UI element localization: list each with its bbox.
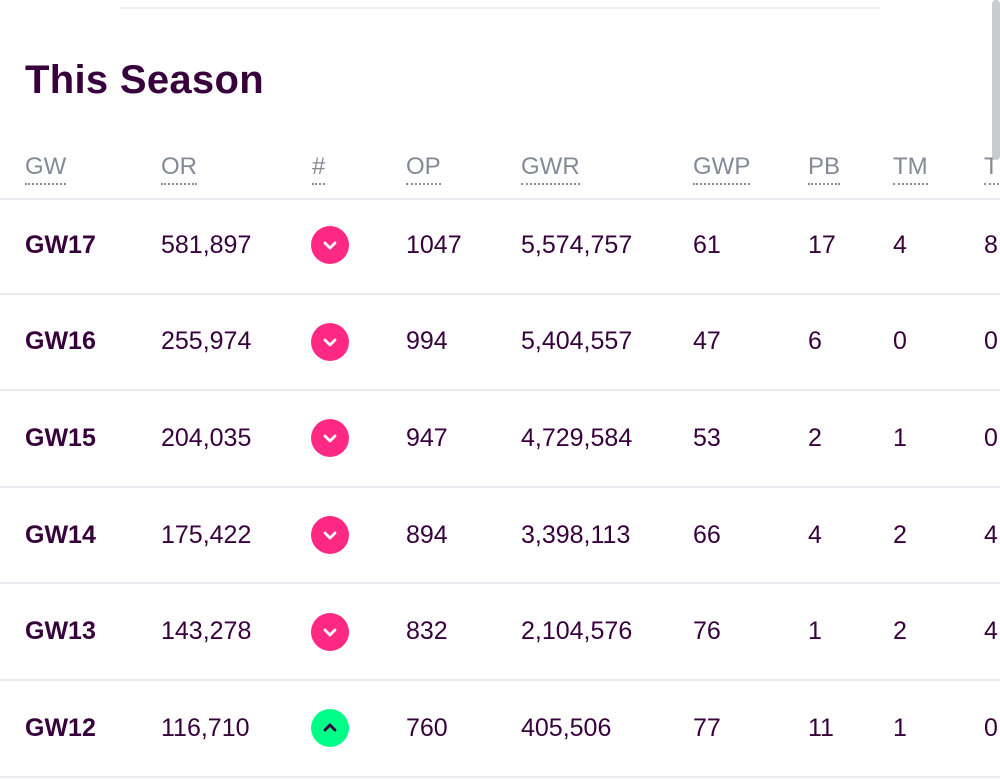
table-row: GW16 255,974 994 5,404,557 47 6 0 0: [0, 295, 1000, 392]
cell-tm: 2: [893, 520, 907, 549]
column-header-gwp[interactable]: GWP: [693, 140, 751, 202]
cell-op: 832: [406, 617, 448, 646]
chevron-down-icon: [311, 226, 349, 265]
column-header-gw[interactable]: GW: [25, 140, 67, 202]
cell-gwp: 47: [693, 327, 721, 356]
cell-pb: 2: [808, 423, 822, 452]
page-title: This Season: [25, 58, 264, 102]
cell-pb: 6: [808, 327, 822, 356]
cell-tc: 0: [984, 423, 998, 452]
table-row: GW14 175,422 894 3,398,113 66 4 2 4: [0, 488, 1000, 585]
rank-movement: [311, 295, 349, 390]
cell-pb: 17: [808, 230, 836, 259]
rank-movement: [311, 488, 349, 583]
cell-gwp: 77: [693, 713, 721, 742]
cell-gwp: 53: [693, 423, 721, 452]
cell-tm: 2: [893, 617, 907, 646]
cell-tm: 0: [893, 327, 907, 356]
cell-gw: GW12: [25, 713, 96, 742]
cell-pb: 4: [808, 520, 822, 549]
cell-tm: 1: [893, 713, 907, 742]
cell-or: 143,278: [161, 617, 252, 646]
cell-op: 947: [406, 423, 448, 452]
rank-movement: [311, 681, 349, 776]
cell-pb: 1: [808, 617, 822, 646]
cell-gwr: 3,398,113: [521, 520, 631, 549]
cell-tc: 0: [984, 713, 998, 742]
cell-tc: 4: [984, 617, 998, 646]
cell-gwp: 76: [693, 617, 721, 646]
chevron-down-icon: [311, 419, 349, 458]
table-row: GW12 116,710 760 405,506 77 11 1 0: [0, 681, 1000, 778]
cell-pb: 11: [808, 713, 834, 742]
cell-gw: GW16: [25, 327, 96, 356]
top-divider: [120, 7, 880, 9]
cell-op: 760: [406, 713, 448, 742]
cell-or: 255,974: [161, 327, 252, 356]
cell-or: 175,422: [161, 520, 252, 549]
cell-gw: GW15: [25, 423, 96, 452]
cell-gwp: 66: [693, 520, 721, 549]
cell-op: 994: [406, 327, 448, 356]
cell-op: 1047: [406, 230, 462, 259]
cell-tc: 8: [984, 230, 998, 259]
cell-tm: 1: [893, 423, 907, 452]
cell-tc: 4: [984, 520, 998, 549]
chevron-up-icon: [311, 709, 349, 748]
column-header-movement[interactable]: #: [312, 140, 326, 202]
table-row: GW17 581,897 1047 5,574,757 61 17 4 8: [0, 198, 1000, 295]
rank-movement: [311, 198, 349, 293]
chevron-down-icon: [311, 612, 349, 651]
season-history-table: GW OR # OP GWR GWP PB TM T GW17 581,897 10…: [0, 140, 1000, 779]
cell-gwr: 2,104,576: [521, 617, 633, 646]
table-header-row: GW OR # OP GWR GWP PB TM T: [0, 140, 1000, 200]
table-row: GW13 143,278 832 2,104,576 76 1 2 4: [0, 584, 1000, 681]
cell-tm: 4: [893, 230, 907, 259]
column-header-tm[interactable]: TM: [893, 140, 928, 202]
cell-op: 894: [406, 520, 448, 549]
cell-gwr: 4,729,584: [521, 423, 633, 452]
chevron-down-icon: [311, 516, 349, 555]
chevron-down-icon: [311, 322, 349, 361]
cell-gw: GW14: [25, 520, 96, 549]
cell-gw: GW13: [25, 617, 96, 646]
column-header-or[interactable]: OR: [161, 140, 197, 202]
rank-movement: [311, 391, 349, 486]
cell-gwr: 5,574,757: [521, 230, 633, 259]
column-header-gwr[interactable]: GWR: [521, 140, 580, 202]
cell-or: 581,897: [161, 230, 252, 259]
cell-gw: GW17: [25, 230, 96, 259]
scrollbar[interactable]: [992, 0, 1000, 160]
cell-gwr: 5,404,557: [521, 327, 633, 356]
column-header-op[interactable]: OP: [406, 140, 441, 202]
cell-or: 116,710: [161, 713, 250, 742]
cell-or: 204,035: [161, 423, 252, 452]
column-header-pb[interactable]: PB: [808, 140, 841, 202]
cell-gwp: 61: [693, 230, 721, 259]
cell-tc: 0: [984, 327, 998, 356]
cell-gwr: 405,506: [521, 713, 612, 742]
table-row: GW15 204,035 947 4,729,584 53 2 1 0: [0, 391, 1000, 488]
rank-movement: [311, 584, 349, 679]
